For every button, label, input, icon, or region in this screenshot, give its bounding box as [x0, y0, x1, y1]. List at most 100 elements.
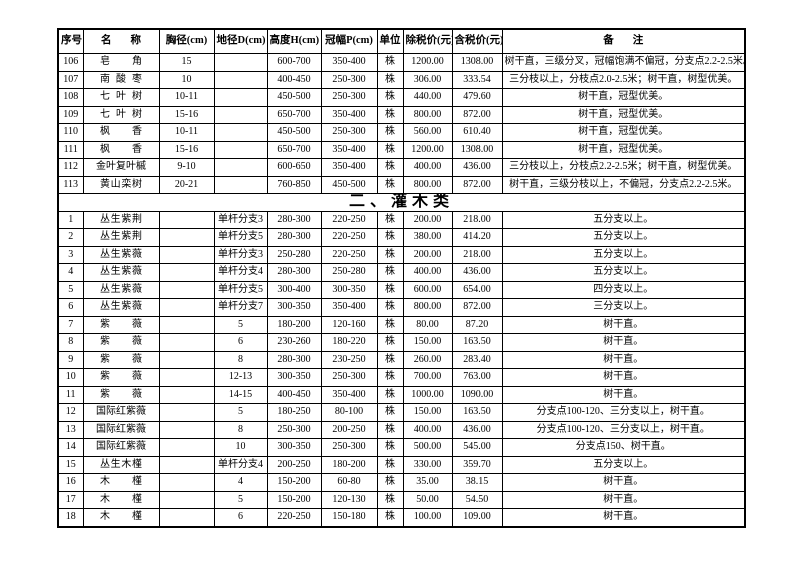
cell-no: 2 [57, 228, 84, 247]
cell-dbh: 15-16 [158, 140, 215, 159]
cell-dbh [158, 210, 215, 229]
cell-crown: 80-100 [320, 403, 378, 422]
table-row: 9 紫薇 8 280-300 230-250 株 260.00 283.40 树干直。 [57, 350, 746, 369]
cell-price-inc: 436.00 [451, 158, 503, 177]
cell-remark: 三分枝以上，分枝点2.2-2.5米；树干直，树型优美。 [501, 158, 746, 177]
cell-no: 111 [57, 140, 84, 159]
cell-dbh [158, 368, 215, 387]
cell-price-inc: 87.20 [451, 315, 503, 334]
table-row: 13 国际红紫薇 8 250-300 200-250 株 400.00 436.00 分支点10… [57, 420, 746, 439]
cell-name: 七叶树 [82, 88, 160, 107]
cell-no: 112 [57, 158, 84, 177]
cell-remark: 树干直。 [501, 473, 746, 492]
cell-price-inc: 479.60 [451, 88, 503, 107]
table-row: 6 丛生紫薇 单杆分支7 300-350 350-400 株 800.00 872.00 三分支… [57, 298, 746, 317]
cell-crown: 250-300 [320, 88, 378, 107]
table-row: 2 丛生紫荆 单杆分支5 280-300 220-250 株 380.00 414.20 五分支… [57, 228, 746, 247]
cell-unit: 株 [376, 105, 404, 124]
cell-price-inc: 763.00 [451, 368, 503, 387]
cell-unit: 株 [376, 53, 404, 72]
table-body: 106 皂角 15 600-700 350-400 株 1200.00 1308.00 树干直，… [57, 53, 746, 527]
plant-name: 丛生紫薇 [100, 266, 142, 278]
cell-remark: 树干直。 [501, 315, 746, 334]
cell-no: 14 [57, 438, 84, 457]
cell-unit: 株 [376, 298, 404, 317]
cell-ground-dia [213, 123, 268, 142]
cell-remark: 树干直。 [501, 385, 746, 404]
cell-price-inc: 38.15 [451, 473, 503, 492]
cell-price-inc: 359.70 [451, 455, 503, 474]
cell-ground-dia: 12-13 [213, 368, 268, 387]
cell-price-inc: 610.40 [451, 123, 503, 142]
plant-name: 枫香 [100, 143, 142, 155]
table-row: 108 七叶树 10-11 450-500 250-300 株 440.00 479.60 树干… [57, 88, 746, 107]
table-row: 11 紫薇 14-15 400-450 350-400 株 1000.00 1090.00 树干… [57, 385, 746, 404]
cell-height: 300-350 [266, 438, 322, 457]
cell-remark: 树干直。 [501, 508, 746, 527]
cell-crown: 250-300 [320, 123, 378, 142]
cell-remark: 树干直，冠型优美。 [501, 140, 746, 159]
cell-remark: 三分支以上。 [501, 298, 746, 317]
cell-unit: 株 [376, 228, 404, 247]
table-header: 序号 名称 胸径(cm) 地径D(cm) 高度H(cm) 冠幅P(cm) 单位 除税价(元) 含… [57, 28, 746, 54]
cell-ground-dia [213, 53, 268, 72]
cell-dbh: 10 [158, 70, 215, 89]
cell-price-ex: 1200.00 [402, 53, 453, 72]
cell-price-ex: 306.00 [402, 70, 453, 89]
plant-name: 南酸枣 [100, 73, 142, 85]
cell-price-ex: 440.00 [402, 88, 453, 107]
header-price-incl-tax: 含税价(元) [451, 28, 503, 54]
plant-name: 金叶复叶槭 [96, 161, 146, 173]
cell-name: 紫薇 [82, 333, 160, 352]
cell-ground-dia [213, 175, 268, 194]
cell-price-inc: 1090.00 [451, 385, 503, 404]
cell-ground-dia: 单杆分支5 [213, 280, 268, 299]
cell-height: 600-700 [266, 53, 322, 72]
plant-name: 国际红紫薇 [96, 406, 146, 418]
header-remark: 备注 [501, 28, 746, 54]
cell-unit: 株 [376, 263, 404, 282]
cell-name: 紫薇 [82, 385, 160, 404]
cell-dbh: 15-16 [158, 105, 215, 124]
cell-no: 16 [57, 473, 84, 492]
cell-no: 17 [57, 490, 84, 509]
cell-ground-dia [213, 88, 268, 107]
cell-no: 106 [57, 53, 84, 72]
cell-dbh [158, 385, 215, 404]
cell-price-inc: 283.40 [451, 350, 503, 369]
cell-remark: 五分支以上。 [501, 245, 746, 264]
cell-ground-dia: 6 [213, 333, 268, 352]
cell-ground-dia: 单杆分支4 [213, 455, 268, 474]
cell-height: 150-200 [266, 473, 322, 492]
cell-unit: 株 [376, 123, 404, 142]
cell-ground-dia: 8 [213, 350, 268, 369]
header-height: 高度H(cm) [266, 28, 322, 54]
cell-height: 200-250 [266, 455, 322, 474]
cell-unit: 株 [376, 473, 404, 492]
cell-no: 108 [57, 88, 84, 107]
cell-remark: 四分支以上。 [501, 280, 746, 299]
cell-remark: 树干直。 [501, 490, 746, 509]
cell-price-inc: 1308.00 [451, 140, 503, 159]
cell-price-ex: 35.00 [402, 473, 453, 492]
cell-unit: 株 [376, 508, 404, 527]
cell-height: 220-250 [266, 508, 322, 527]
plant-name: 丛生紫薇 [100, 283, 142, 295]
cell-crown: 220-250 [320, 228, 378, 247]
cell-price-ex: 150.00 [402, 333, 453, 352]
cell-name: 七叶树 [82, 105, 160, 124]
cell-price-ex: 500.00 [402, 438, 453, 457]
cell-ground-dia [213, 70, 268, 89]
table-row: 109 七叶树 15-16 650-700 350-400 株 800.00 872.00 树干… [57, 105, 746, 124]
cell-name: 丛生紫薇 [82, 245, 160, 264]
cell-price-inc: 872.00 [451, 298, 503, 317]
cell-unit: 株 [376, 70, 404, 89]
cell-ground-dia: 单杆分支7 [213, 298, 268, 317]
cell-dbh [158, 245, 215, 264]
cell-crown: 450-500 [320, 175, 378, 194]
cell-remark: 五分支以上。 [501, 263, 746, 282]
cell-remark: 树干直，冠型优美。 [501, 88, 746, 107]
cell-price-inc: 54.50 [451, 490, 503, 509]
table-row: 110 枫香 10-11 450-500 250-300 株 560.00 610.40 树干直… [57, 123, 746, 142]
